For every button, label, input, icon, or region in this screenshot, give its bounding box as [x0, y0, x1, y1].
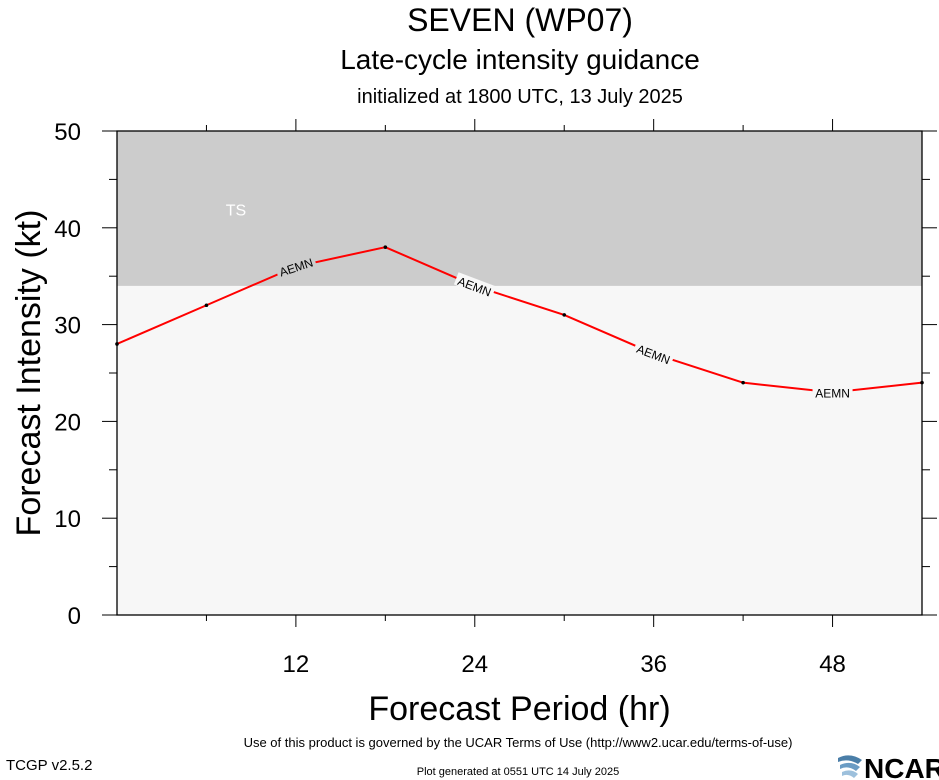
y-tick-label: 40 — [54, 216, 81, 243]
y-tick-label: 10 — [54, 506, 81, 533]
series-label-group: AEMN — [812, 385, 853, 400]
x-tick-label: 24 — [461, 651, 488, 678]
y-axis-label: Forecast Intensity (kt) — [10, 210, 48, 537]
series-label-background — [274, 253, 317, 279]
version-label: TCGP v2.5.2 — [6, 757, 93, 774]
init-time: initialized at 1800 UTC, 13 July 2025 — [357, 86, 683, 108]
data-point — [383, 245, 388, 249]
series-label-background — [812, 385, 853, 399]
x-tick-label: 12 — [283, 651, 310, 678]
y-tick-label: 50 — [54, 119, 81, 146]
y-tick-label: 30 — [54, 313, 81, 340]
ncar-swoosh-icon — [838, 755, 862, 778]
x-axis-label: Forecast Period (hr) — [368, 690, 670, 728]
series-label-background — [453, 272, 496, 299]
ncar-logo: NCAR — [838, 753, 939, 780]
x-tick-label: 36 — [640, 651, 667, 678]
chart-title: SEVEN (WP07) — [407, 2, 633, 38]
band-ts — [117, 131, 922, 286]
series-label-background — [632, 340, 675, 367]
svg-text:NCAR: NCAR — [864, 753, 939, 780]
data-point — [920, 380, 924, 385]
series-line — [116, 246, 923, 394]
generated-time: Plot generated at 0551 UTC 14 July 2025 — [416, 766, 620, 778]
data-point — [741, 380, 745, 385]
chart-subtitle: Late-cycle intensity guidance — [340, 44, 700, 75]
data-point — [562, 313, 567, 317]
terms-of-use: Use of this product is governed by the U… — [243, 735, 793, 750]
data-point — [115, 342, 119, 346]
y-tick-label: 0 — [68, 603, 81, 630]
series-label: AEMN — [815, 386, 850, 400]
data-point — [204, 303, 209, 308]
y-tick-label: 20 — [54, 409, 81, 436]
x-tick-label: 48 — [819, 651, 846, 678]
band-label: TS — [226, 202, 246, 219]
